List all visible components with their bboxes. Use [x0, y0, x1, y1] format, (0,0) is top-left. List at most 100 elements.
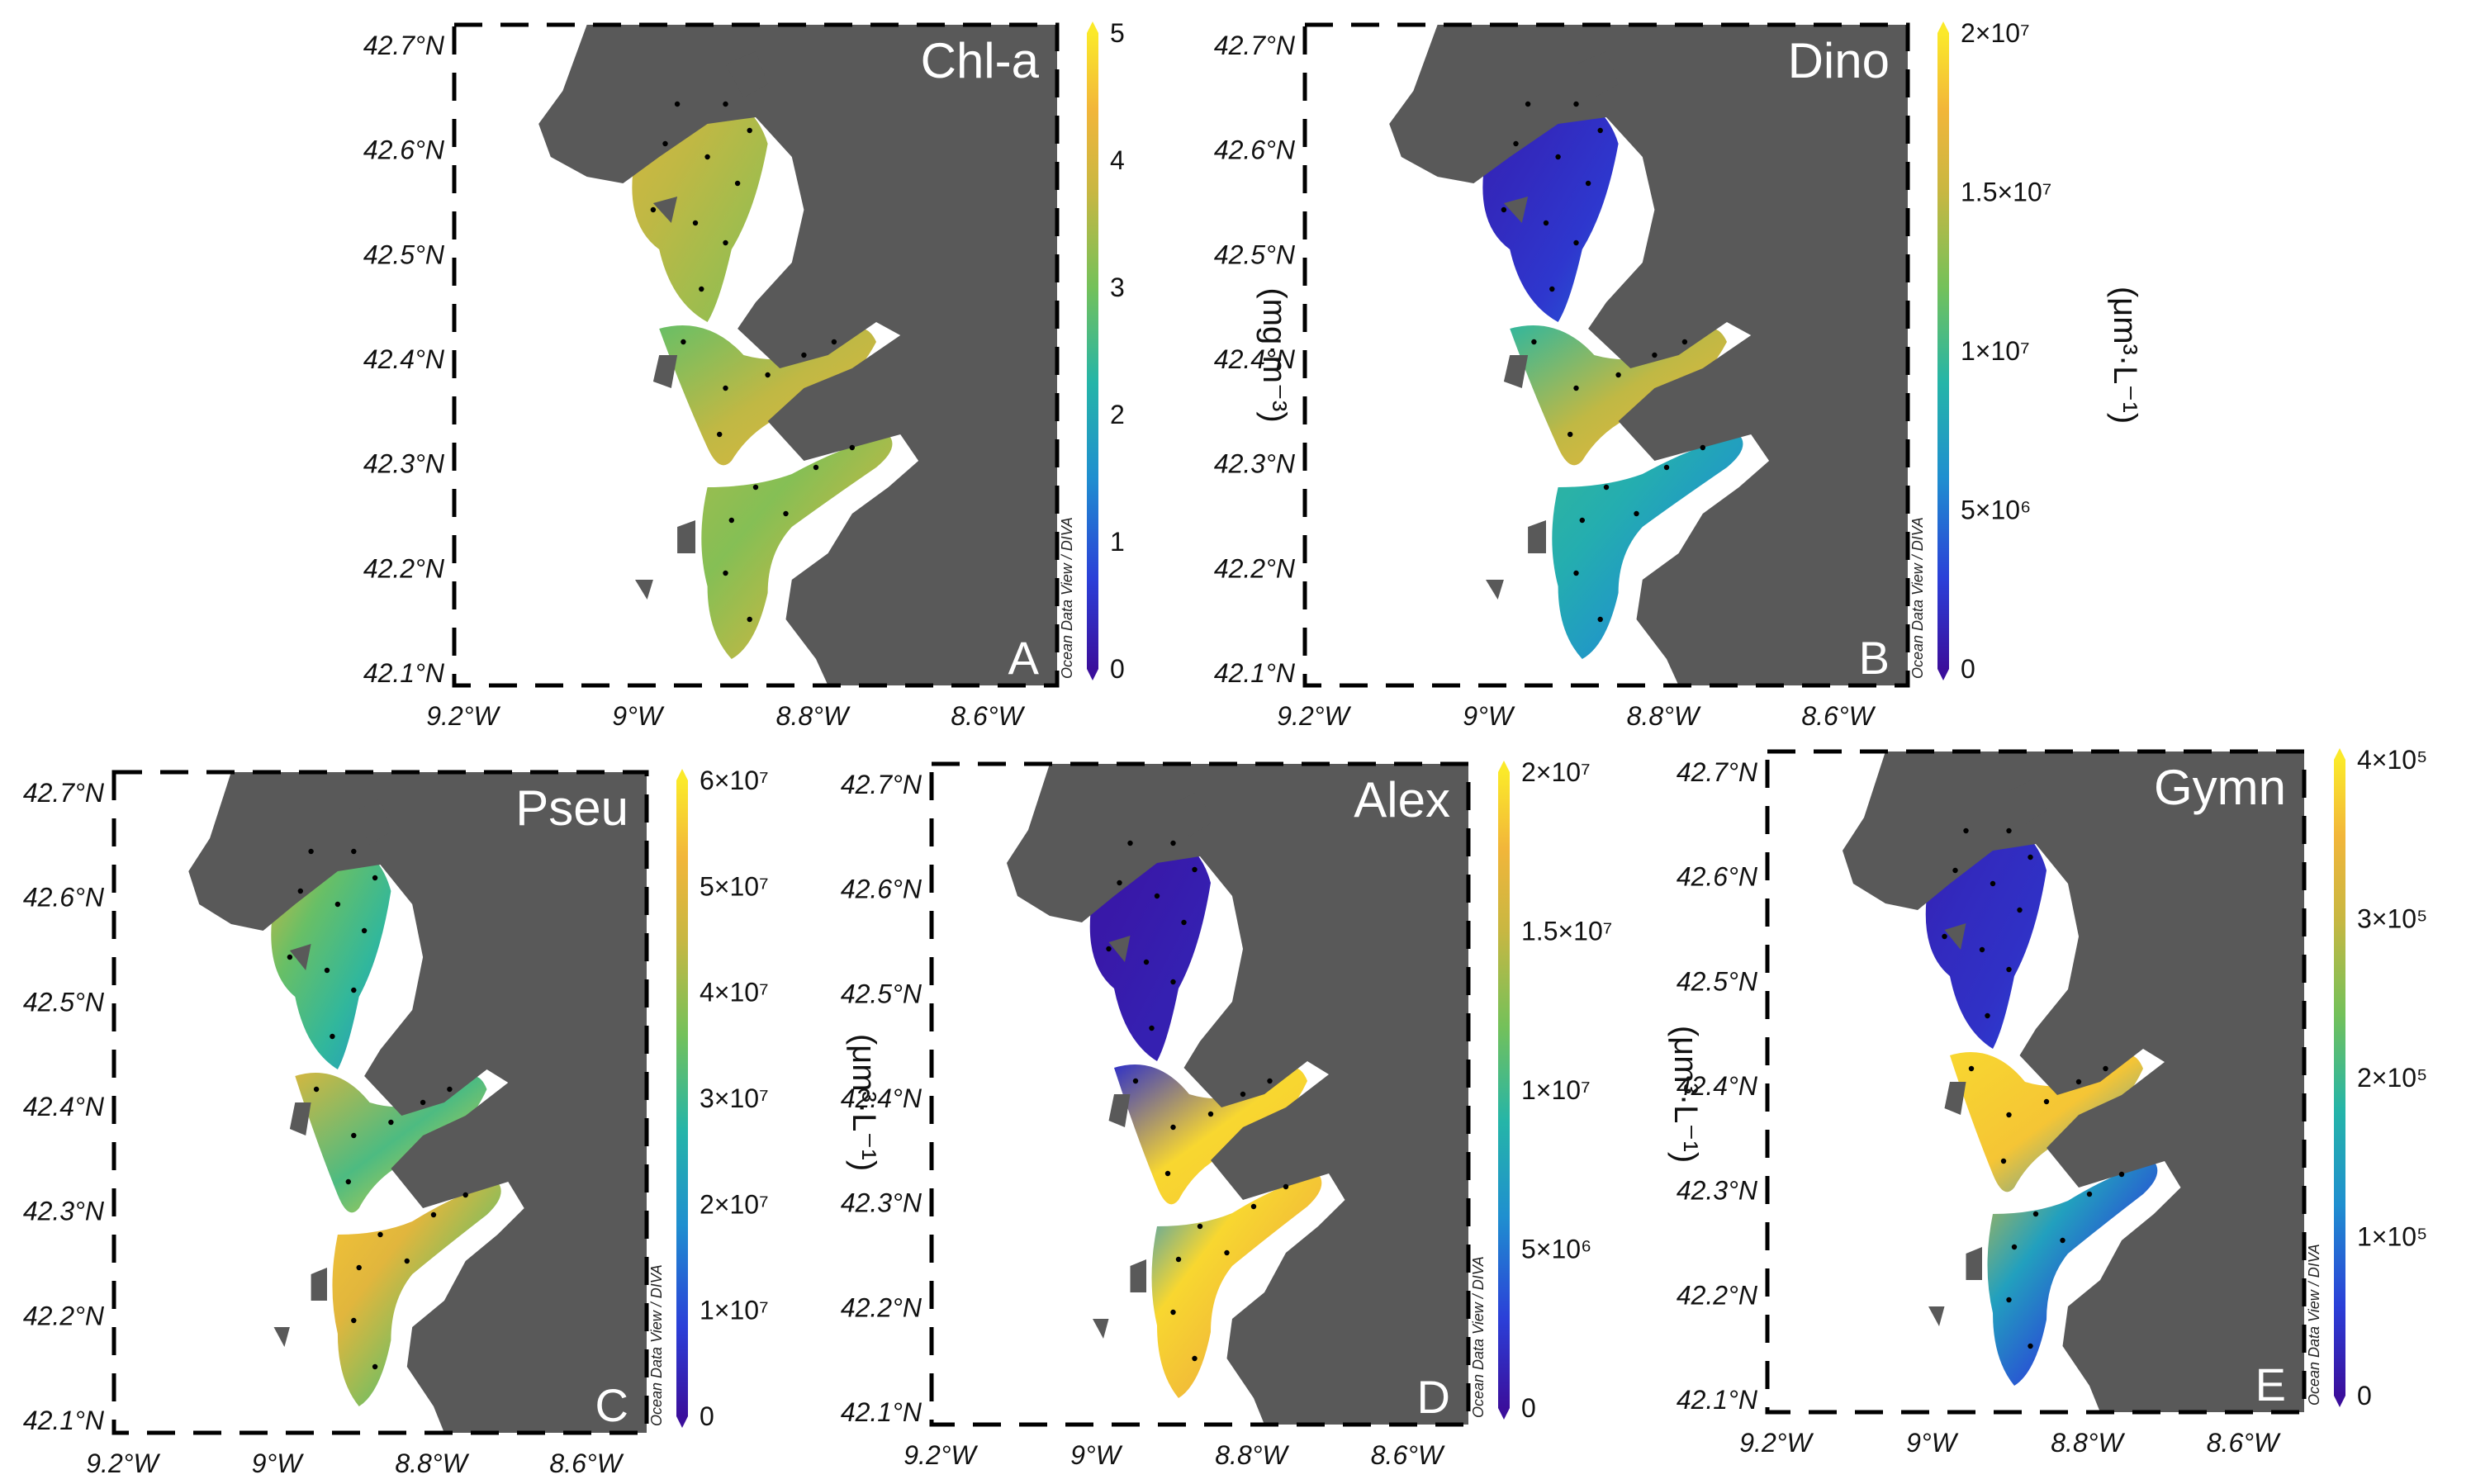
sampling-station — [1579, 517, 1586, 524]
lon-label: 8.8°W — [395, 1448, 469, 1478]
panel-letter: D — [1417, 1371, 1450, 1423]
sampling-station — [462, 1192, 468, 1198]
lat-label: 42.4°N — [1677, 1071, 1758, 1101]
colorbar-tick-label: 1×10⁵ — [2357, 1222, 2427, 1252]
colorbar-tick-label: 1 — [1110, 527, 1125, 557]
sampling-station — [351, 1317, 357, 1324]
lat-label: 42.2°N — [23, 1301, 105, 1330]
colorbar-tick-label: 2×10⁷ — [700, 1189, 769, 1219]
lon-label: 8.6°W — [1801, 701, 1876, 731]
colorbar-tick-label: 1×10⁷ — [700, 1296, 769, 1325]
colorbar-tick-label: 1.5×10⁷ — [1961, 178, 2051, 207]
island — [289, 1102, 311, 1136]
colorbar-min-arrow — [2334, 1396, 2345, 1407]
island — [1108, 936, 1131, 962]
colorbar-max-arrow — [1087, 21, 1098, 33]
map-frame — [452, 22, 1060, 688]
sampling-station — [1267, 1078, 1273, 1084]
lon-label: 9°W — [612, 701, 665, 731]
lat-label: 42.3°N — [841, 1188, 922, 1218]
lon-label: 9.2°W — [904, 1440, 978, 1470]
colorbar — [1498, 772, 1510, 1408]
colorbar-min-arrow — [1498, 1408, 1510, 1420]
lon-label: 9°W — [252, 1448, 305, 1478]
lat-label: 42.4°N — [1214, 344, 1296, 374]
sampling-station — [1197, 1223, 1203, 1230]
island — [273, 1327, 290, 1347]
island — [725, 51, 768, 97]
sampling-station — [1968, 1065, 1975, 1072]
island — [1528, 520, 1546, 553]
odv-watermark: Ocean Data View / DIVA — [1059, 517, 1075, 679]
sampling-station — [1597, 616, 1603, 623]
sampling-station — [356, 1264, 362, 1271]
panel-a: Chl-a A Ocean Data View / DIVA 42.7°N 42.6°N… — [363, 18, 1292, 731]
island — [1576, 51, 1619, 97]
sampling-station — [1681, 339, 1688, 345]
sampling-station — [420, 1099, 426, 1106]
island — [652, 355, 678, 388]
sampling-station — [430, 1211, 437, 1218]
panel-e: Gymn E Ocean Data View / DIVA 42.7°N 42.6°N 4… — [1677, 745, 2428, 1458]
island — [1928, 1306, 1945, 1326]
colorbar-tick-label: 4×10⁵ — [2357, 745, 2427, 775]
lon-label: 8.8°W — [2051, 1428, 2125, 1458]
lat-label: 42.3°N — [1677, 1176, 1758, 1206]
sampling-station — [1952, 867, 1958, 874]
lat-label: 42.1°N — [23, 1406, 105, 1435]
sampling-station — [704, 154, 710, 160]
panel-letter: B — [1859, 632, 1890, 684]
island — [1966, 1247, 1982, 1280]
lat-label: 42.4°N — [363, 344, 445, 374]
sampling-station — [2011, 1244, 2018, 1250]
lat-label: 42.6°N — [363, 135, 445, 165]
lat-label: 42.5°N — [23, 987, 105, 1017]
field-south-ria — [1151, 1173, 1322, 1398]
lat-label: 42.6°N — [1677, 862, 1758, 892]
sampling-station — [297, 888, 303, 894]
lat-label: 42.6°N — [841, 875, 922, 904]
sampling-station — [1567, 431, 1573, 438]
colorbar-tick-label: 1×10⁷ — [1961, 336, 2030, 366]
field-middle-ria — [1510, 325, 1727, 466]
sampling-station — [728, 517, 734, 524]
sampling-station — [813, 464, 819, 471]
sampling-station — [723, 239, 728, 246]
island — [1944, 923, 1966, 950]
sampling-station — [2028, 1343, 2033, 1349]
sampling-station — [1615, 372, 1621, 378]
land-mass — [1007, 764, 1468, 1425]
colorbar-tick-label: 2×10⁵ — [2357, 1063, 2427, 1093]
lat-label: 42.4°N — [23, 1092, 105, 1121]
sampling-station — [1573, 101, 1579, 107]
colorbar-min-arrow — [1937, 669, 1949, 680]
colorbar-tick-label: 0 — [2357, 1381, 2372, 1411]
sampling-station — [334, 901, 341, 908]
land-mass — [1389, 25, 1908, 685]
colorbar-tick-label: 4 — [1110, 145, 1125, 175]
sampling-station — [1597, 127, 1603, 134]
sampling-station — [734, 180, 741, 187]
sampling-station — [747, 127, 752, 134]
sampling-station — [2028, 854, 2033, 861]
island — [652, 197, 678, 223]
sampling-station — [692, 220, 699, 226]
unit-label: (μm³·L⁻¹) — [846, 1034, 882, 1171]
lon-label: 9.2°W — [426, 701, 500, 731]
sampling-station — [1106, 946, 1112, 952]
colorbar-tick-label: 0 — [1521, 1393, 1536, 1423]
colorbar-tick-label: 0 — [700, 1401, 714, 1431]
sampling-station — [1700, 444, 1705, 451]
island — [1130, 1259, 1146, 1292]
panel-c: Pseu C Ocean Data View / DIVA 42.7°N 42.6°N 4… — [23, 766, 882, 1478]
lon-label: 9°W — [1463, 701, 1515, 731]
lat-label: 42.6°N — [1214, 135, 1296, 165]
colorbar-tick-label: 1×10⁷ — [1521, 1075, 1591, 1105]
land-mass — [188, 772, 647, 1433]
lon-label: 9°W — [1070, 1440, 1123, 1470]
sampling-station — [1573, 385, 1579, 391]
lon-label: 8.6°W — [951, 701, 1025, 731]
odv-watermark: Ocean Data View / DIVA — [2306, 1244, 2322, 1406]
colorbar — [1937, 33, 1949, 669]
colorbar-tick-label: 1.5×10⁷ — [1521, 917, 1612, 946]
